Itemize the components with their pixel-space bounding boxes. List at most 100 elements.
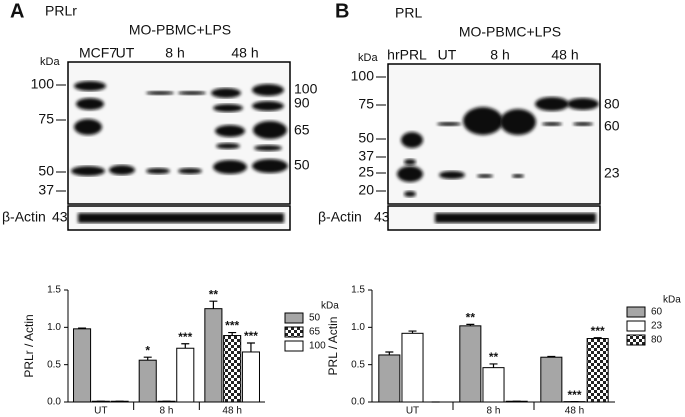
error-bar [181,343,190,349]
error-bar [489,363,498,368]
significance: *** [591,324,605,338]
band [252,159,288,173]
lane-label: hrPRL [387,47,427,63]
panel-letter: A [10,0,24,22]
actin-kda: 43 [374,209,390,225]
treatment: MO-PBMC+LPS [129,22,231,38]
error-bar [593,337,602,339]
band [74,81,106,91]
band [213,160,247,174]
significance: * [145,343,150,357]
bar [586,338,609,403]
y-tick-label: 1.0 [351,322,365,333]
bar [73,328,92,403]
actin-kda: 43 [52,209,68,225]
legend-label: 65 [309,327,321,338]
significance: *** [178,330,192,344]
y-axis-label: PRL / Actin [326,317,340,376]
y-axis-label: PRLr / Actin [22,314,36,377]
band [252,101,284,111]
marker-label: 25 [358,164,374,180]
error-bar [78,327,87,329]
error-bar [143,356,152,361]
legend-label: 80 [651,335,663,346]
lane-label: 8 h [490,47,509,63]
band-label: 60 [604,118,620,134]
x-tick-label: 48 h [222,406,241,417]
bar [204,308,223,403]
error-bar [246,342,255,352]
kda-label: kDa [40,56,60,68]
band [178,91,206,95]
bar [138,359,157,403]
legend-label: 23 [651,321,663,332]
legend-swatch [284,326,304,338]
band [146,91,174,95]
band [512,174,524,178]
lane-label: UT [116,45,135,61]
legend-title: kDa [663,295,681,306]
bar [241,351,260,403]
bar [482,367,505,403]
significance: ** [466,311,476,325]
legend-label: 50 [309,313,321,324]
band [215,125,245,137]
error-bar [408,330,417,334]
marker-label: 37 [358,148,374,164]
y-tick-label: 1.5 [351,285,365,296]
band [253,121,287,139]
band [216,143,240,149]
band [178,168,202,174]
y-tick-label: 0.0 [351,397,365,408]
marker-label: 50 [38,163,54,179]
band [404,159,416,165]
x-tick-label: 48 h [565,406,584,417]
panel-title: PRLr [45,3,77,19]
bar [223,335,242,403]
band-label: 80 [604,96,620,112]
marker-label: 37 [38,182,54,198]
legend-label: 60 [651,307,663,318]
error-bar [466,323,475,326]
band-label: 65 [294,122,310,138]
bar [176,347,195,403]
marker-label: 100 [351,68,375,84]
lane-label: 48 h [231,45,258,61]
band [252,84,284,96]
band [477,174,493,178]
blot [387,63,601,205]
significance: ** [489,350,499,364]
band [439,171,465,179]
x-tick-label: UT [406,406,419,417]
actin-label: β-Actin [2,209,46,225]
bar [540,356,563,403]
significance: *** [567,388,581,402]
band [567,98,599,110]
y-tick-label: 0.0 [47,397,61,408]
bar [459,325,482,403]
lane-label: 48 h [551,47,578,63]
significance: *** [225,319,239,333]
band [211,88,241,98]
band [535,97,569,111]
marker-label: 75 [358,96,374,112]
lane-label: 8 h [165,45,184,61]
band [401,132,423,148]
error-bar [209,300,218,309]
panel-letter: B [335,0,349,22]
legend-swatch [626,320,646,332]
error-bar [228,331,237,336]
legend-swatch [626,334,646,346]
band [146,168,170,174]
actin-band [435,213,596,223]
band [254,145,282,151]
band-label: 50 [294,157,310,173]
band [437,122,461,126]
band [71,166,105,176]
panel-title: PRL [395,5,422,21]
marker-label: 20 [358,182,374,198]
band-label: 23 [604,165,620,181]
error-bar [385,351,394,355]
legend-swatch [626,306,646,318]
band-label: 90 [294,95,310,111]
